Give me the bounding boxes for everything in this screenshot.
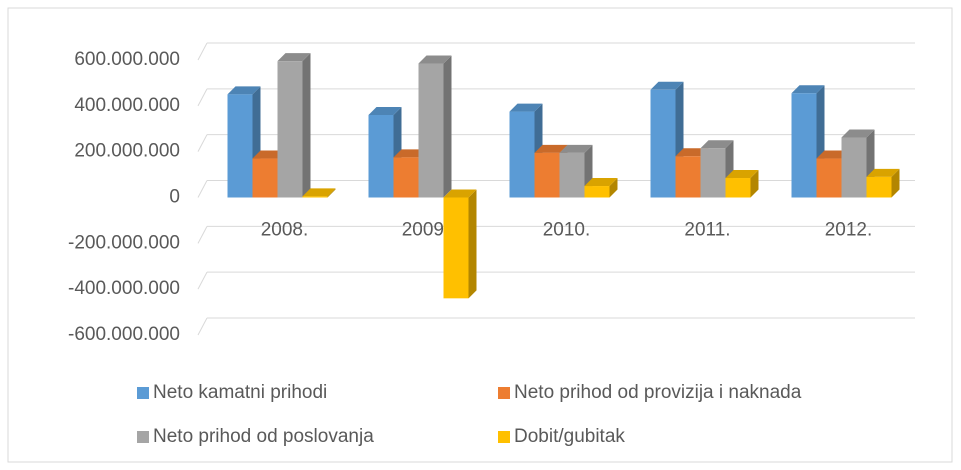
x-tick-label: 2012. xyxy=(825,220,873,241)
y-tick-label: 0 xyxy=(169,187,180,208)
bar-top xyxy=(534,144,568,153)
bar-top xyxy=(277,53,311,62)
bar-top xyxy=(675,148,709,157)
legend-label: Neto prihod od provizija i naknada xyxy=(514,382,802,403)
bar xyxy=(650,89,676,198)
bar xyxy=(277,61,303,198)
bar-top xyxy=(841,129,875,138)
bar-side xyxy=(609,178,618,198)
bar xyxy=(393,157,419,198)
legend-swatch xyxy=(498,431,510,443)
bar xyxy=(368,115,394,198)
bar xyxy=(725,178,751,198)
grid-line xyxy=(197,180,208,198)
bar-side xyxy=(468,189,477,299)
bar-top xyxy=(368,107,402,115)
bar-top xyxy=(559,144,593,153)
bar-top xyxy=(393,149,427,158)
y-tick-label: 400.000.000 xyxy=(74,95,180,116)
bar xyxy=(584,186,610,198)
bar xyxy=(841,137,867,198)
bar-side xyxy=(302,53,311,198)
bar-top xyxy=(866,168,900,177)
y-tick-label: -600.000.000 xyxy=(68,324,180,345)
y-tick-label: -400.000.000 xyxy=(68,278,180,299)
bar-top xyxy=(816,150,850,159)
bar-top xyxy=(650,81,684,90)
y-tick-label: 600.000.000 xyxy=(74,49,180,70)
x-tick-label: 2011. xyxy=(684,220,730,241)
bar-side xyxy=(750,170,759,198)
bar xyxy=(534,152,560,198)
bar xyxy=(443,197,469,299)
bar xyxy=(227,94,253,198)
bar-side xyxy=(891,168,900,198)
y-tick-label: 200.000.000 xyxy=(74,141,180,162)
bar-top xyxy=(418,55,452,64)
bar xyxy=(816,158,842,198)
bar-top xyxy=(791,85,825,94)
x-tick-label: 2010. xyxy=(543,220,591,241)
legend-label: Neto prihod od poslovanja xyxy=(153,426,374,447)
bar-side xyxy=(443,55,452,198)
bar-top xyxy=(584,178,618,187)
grid-line xyxy=(197,226,208,244)
chart-border xyxy=(7,7,953,463)
bar-top xyxy=(725,170,759,179)
bar xyxy=(700,148,726,198)
bar xyxy=(866,176,892,198)
bar-side xyxy=(327,188,336,198)
bar-top xyxy=(443,189,477,198)
grid-line xyxy=(197,134,208,152)
legend-swatch xyxy=(498,387,510,399)
bar xyxy=(418,63,444,198)
bar xyxy=(252,158,278,198)
bar xyxy=(559,152,585,198)
grid-line xyxy=(197,88,208,107)
legend-label: Neto kamatni prihodi xyxy=(153,382,327,403)
bar xyxy=(302,196,328,198)
bar-top xyxy=(252,150,286,159)
bar-top xyxy=(700,140,734,149)
x-tick-label: 2009. xyxy=(402,220,450,241)
bar-top xyxy=(509,103,543,112)
grid-line xyxy=(197,271,208,290)
legend-label: Dobit/gubitak xyxy=(514,426,625,447)
x-tick-label: 2008. xyxy=(261,220,309,241)
legend-swatch xyxy=(137,431,149,443)
legend-swatch xyxy=(137,387,149,399)
bar-top xyxy=(227,86,261,95)
bar xyxy=(509,111,535,198)
grid-line xyxy=(197,317,208,336)
bar-top xyxy=(302,188,336,197)
y-tick-label: -200.000.000 xyxy=(68,232,180,253)
bar xyxy=(791,93,817,198)
grid-line xyxy=(197,42,208,61)
bar xyxy=(675,156,701,198)
